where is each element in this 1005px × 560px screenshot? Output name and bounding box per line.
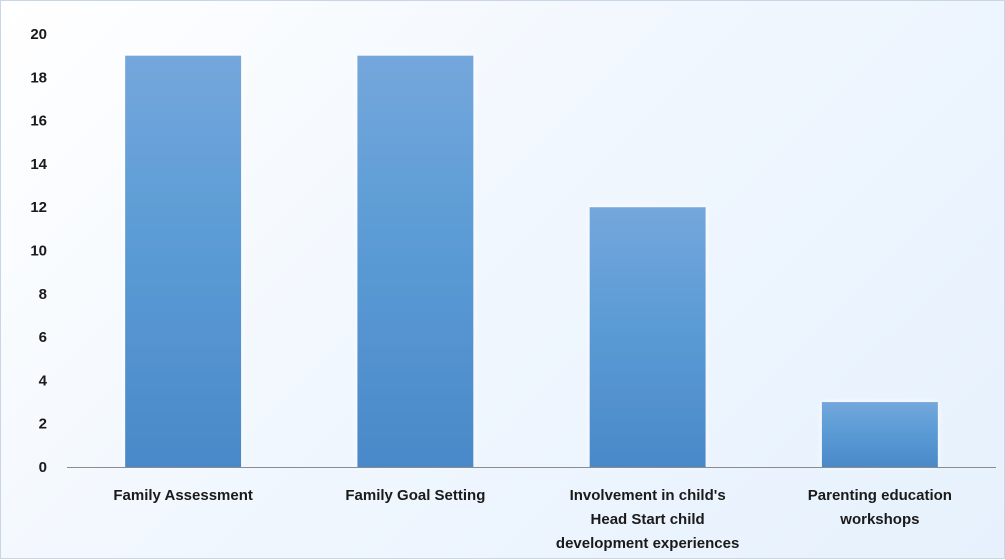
bars [125,55,938,468]
bar [357,55,474,468]
y-tick-label: 16 [30,113,47,130]
y-tick-label: 6 [39,329,47,346]
y-tick-label: 8 [39,286,47,303]
bar [821,402,938,467]
x-axis: Family Assessment Family Goal Setting Invo… [113,487,952,552]
x-category-label: Family Goal Setting [345,487,485,504]
x-category-label: Family Assessment [113,487,253,504]
y-tick-label: 10 [30,243,47,260]
y-tick-label: 2 [39,416,47,433]
x-category-label: Involvement in child's Head Start child de… [556,487,739,552]
x-category-label: Parenting education workshops [808,487,952,528]
y-tick-label: 12 [30,199,47,216]
y-tick-label: 4 [39,372,48,389]
bar [125,55,242,468]
y-tick-label: 20 [30,26,47,43]
y-tick-label: 14 [30,156,47,173]
bar [589,207,706,467]
y-tick-label: 0 [39,459,47,476]
y-tick-label: 18 [30,69,47,86]
y-axis: 0 2 4 6 8 10 12 14 16 18 20 [30,26,47,476]
